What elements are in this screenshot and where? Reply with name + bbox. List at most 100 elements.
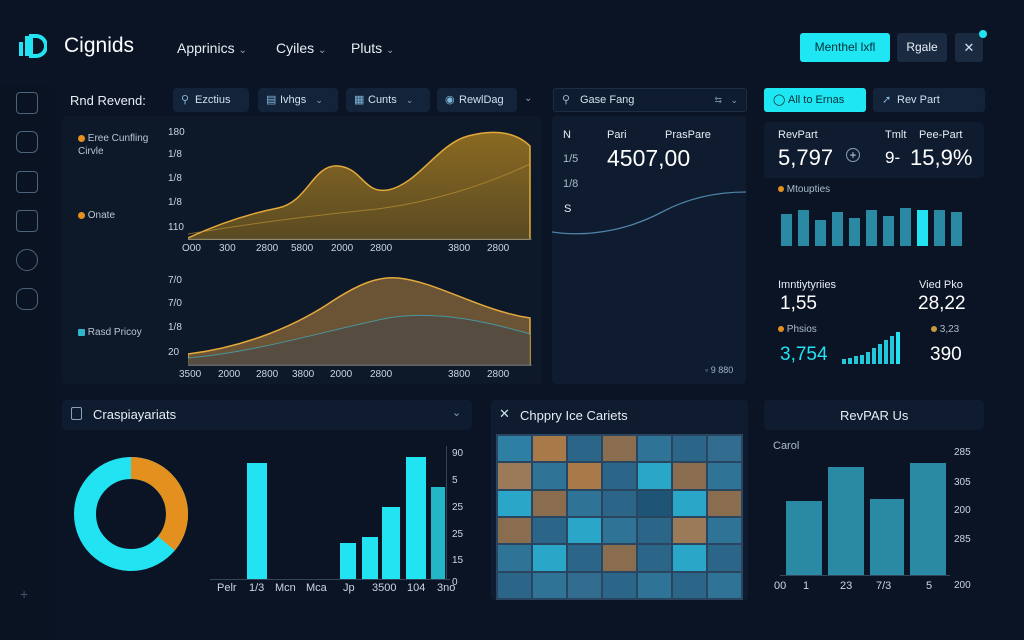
bar	[934, 210, 945, 246]
bar	[247, 463, 267, 579]
kpi-value-28-22: 28,22	[918, 293, 966, 314]
tab-rev-part[interactable]: ➚ Rev Part	[873, 88, 985, 112]
legend-dot	[78, 328, 85, 336]
bar	[878, 344, 882, 364]
y-tick: 25	[452, 502, 464, 513]
heatmap-cell	[498, 572, 531, 598]
box-icon[interactable]	[16, 171, 38, 193]
tag-icon: ▤	[266, 94, 277, 106]
primary-button[interactable]: Menthel lxfl	[800, 33, 890, 62]
heatmap-cell	[673, 545, 706, 571]
heatmap-cell	[673, 463, 706, 489]
mini-bar-chart	[781, 204, 969, 246]
y-tick: 285	[954, 447, 971, 458]
filter-chip-ivhgs[interactable]: ▤ Ivhgs ⌄	[258, 88, 338, 112]
wave-line	[552, 191, 746, 235]
add-icon[interactable]: +	[20, 586, 29, 602]
x-tick: 2800	[370, 369, 393, 380]
heatmap-cell	[533, 545, 566, 571]
app-title: Cignids	[64, 34, 135, 57]
bar	[872, 348, 876, 364]
y-tick: 0	[452, 577, 458, 588]
inbox-icon[interactable]	[16, 131, 38, 153]
x-label: Mca	[306, 582, 327, 594]
x-label: Pelr	[217, 582, 237, 594]
legend-item-2: Onate	[78, 210, 115, 221]
kpi-label-vied-pko: Vied Pko	[919, 279, 963, 291]
x-label: Jp	[343, 582, 355, 594]
heatmap-cell	[603, 518, 636, 544]
kpi-label-revpart: RevPart	[778, 129, 818, 141]
kpi-value-revpart: 5,797	[778, 145, 834, 170]
y-tick: 90	[452, 448, 464, 459]
close-icon[interactable]: ✕	[499, 406, 510, 421]
y-tick: 5	[452, 475, 458, 486]
sort-icon: ⇆	[714, 95, 722, 105]
bottom-left-title: Craspiayariats	[93, 407, 177, 422]
bar	[854, 356, 858, 364]
heatmap-cell	[568, 463, 601, 489]
donut-chart	[74, 457, 188, 571]
x-label: 23	[840, 580, 853, 592]
tab-active[interactable]: ◯ All to Ernas	[764, 88, 866, 112]
y-tick: 25	[452, 529, 464, 540]
bar	[406, 457, 426, 579]
bar	[786, 501, 822, 575]
bar	[896, 332, 900, 364]
heatmap-cell	[708, 572, 741, 598]
nav-item-pluts[interactable]: Pluts ⌄	[351, 40, 394, 56]
legend-dot	[78, 134, 85, 142]
filter-chip-rewldag[interactable]: ◉ RewlDag	[437, 88, 517, 112]
bar	[883, 216, 894, 246]
heatmap-cell	[498, 436, 531, 462]
dashboard-icon[interactable]	[16, 92, 38, 114]
bar	[382, 507, 400, 579]
bar	[890, 336, 894, 364]
bottom-right-header	[764, 400, 984, 430]
x-label: 5	[926, 580, 933, 592]
search-input[interactable]: Gase Fang	[580, 94, 635, 106]
x-tick: 3800	[448, 369, 471, 380]
legend-item-3: Rasd Pricoy	[78, 327, 142, 338]
chevron-down-icon: ⌄	[315, 95, 323, 105]
heatmap-cell	[638, 436, 671, 462]
chevron-down-icon: ⌄	[386, 45, 395, 56]
nav-item-apprinics[interactable]: Apprinics ⌄	[177, 40, 247, 56]
y-tick: 110	[168, 222, 184, 233]
filter-chip-ezctius[interactable]: ⚲ Ezctius	[173, 88, 249, 112]
heatmap-cell	[673, 490, 706, 516]
bar	[910, 463, 946, 575]
chevron-down-icon[interactable]: ⌄	[452, 407, 462, 419]
x-label: Mcn	[275, 582, 296, 594]
add-circle-icon[interactable]: +	[846, 148, 860, 162]
chevron-down-icon: ⌄	[318, 45, 327, 56]
bar	[917, 210, 928, 246]
x-label: 7/3	[876, 580, 892, 592]
document-icon[interactable]	[16, 210, 38, 232]
bar	[951, 212, 962, 246]
heatmap-cell	[708, 490, 741, 516]
settings-icon[interactable]	[16, 288, 38, 310]
x-label: 00	[774, 580, 787, 592]
legend-dot	[778, 186, 784, 193]
x-tick: 2000	[218, 369, 241, 380]
bar-legend: Mtoupties	[778, 184, 830, 195]
secondary-button[interactable]: Rgale	[897, 33, 947, 62]
search-field[interactable]: ⚲ Gase Fang ⇆ ⌄	[553, 88, 747, 112]
x-tick: 2800	[487, 243, 510, 254]
y-axis-line	[446, 446, 447, 580]
y-tick: 20	[168, 347, 180, 358]
y-tick: 200	[954, 505, 971, 516]
bar	[900, 208, 911, 246]
legend-item-1: Eree Cunfling Cirvle	[78, 133, 149, 157]
nav-item-cyiles[interactable]: Cyiles ⌄	[276, 40, 326, 56]
main-value: 4507,00	[607, 145, 691, 171]
bar	[866, 210, 877, 246]
x-tick: 2800	[256, 243, 279, 254]
chevron-down-icon[interactable]: ⌄	[524, 93, 533, 104]
search-icon: ⚲	[562, 94, 571, 106]
filter-chip-cunts[interactable]: ▦ Cunts ⌄	[346, 88, 430, 112]
clock-icon[interactable]	[16, 249, 38, 271]
close-button[interactable]: ✕	[955, 33, 983, 62]
kpi-label-tmlt: Tmlt	[885, 129, 907, 141]
